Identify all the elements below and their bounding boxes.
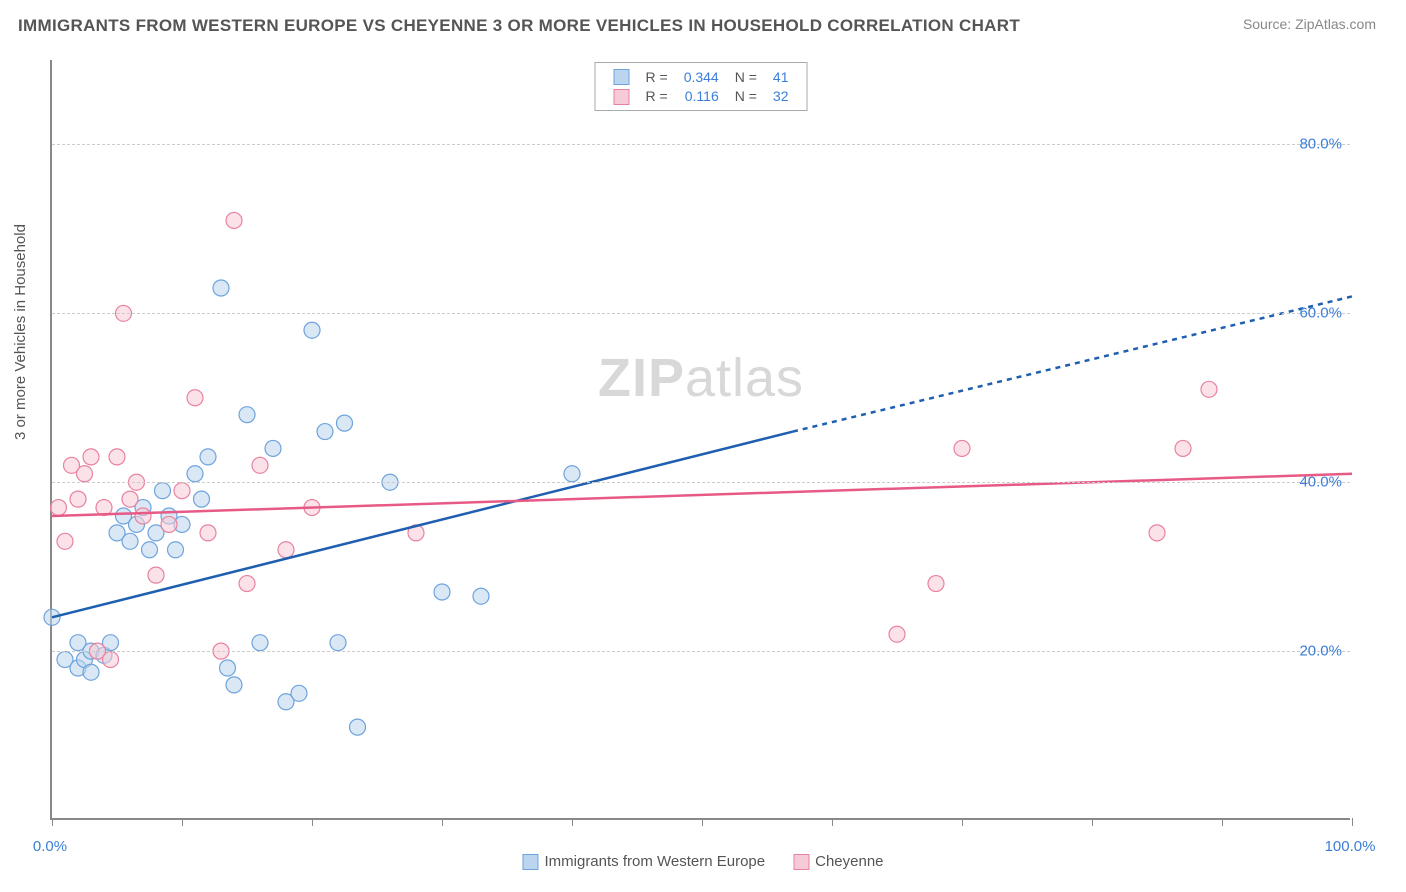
header: IMMIGRANTS FROM WESTERN EUROPE VS CHEYEN… xyxy=(0,0,1406,44)
data-point xyxy=(57,533,73,549)
data-point xyxy=(239,407,255,423)
xtick xyxy=(52,818,53,826)
gridline xyxy=(52,651,1350,652)
legend-label: Cheyenne xyxy=(815,853,883,870)
data-point xyxy=(161,516,177,532)
data-point xyxy=(291,685,307,701)
data-point xyxy=(220,660,236,676)
data-point xyxy=(954,440,970,456)
data-point xyxy=(70,491,86,507)
data-point xyxy=(194,491,210,507)
data-point xyxy=(187,390,203,406)
source-label: Source: ZipAtlas.com xyxy=(1243,16,1376,32)
data-point xyxy=(1149,525,1165,541)
trend-line xyxy=(52,474,1352,516)
plot-area: ZIPatlas R = 0.344 N = 41 R = 0.116 N = … xyxy=(50,60,1350,820)
legend-bottom: Immigrants from Western Europe Cheyenne xyxy=(522,853,883,870)
data-point xyxy=(317,424,333,440)
xtick xyxy=(1352,818,1353,826)
data-point xyxy=(265,440,281,456)
ytick-label: 20.0% xyxy=(1299,643,1342,660)
data-point xyxy=(77,466,93,482)
yaxis-title: 3 or more Vehicles in Household xyxy=(12,224,29,440)
data-point xyxy=(239,576,255,592)
ytick-label: 40.0% xyxy=(1299,474,1342,491)
legend-item: Cheyenne xyxy=(793,853,883,870)
xtick xyxy=(442,818,443,826)
legend-label: Immigrants from Western Europe xyxy=(544,853,765,870)
data-point xyxy=(83,664,99,680)
data-point xyxy=(51,500,67,516)
data-point xyxy=(304,322,320,338)
data-point xyxy=(226,677,242,693)
data-point xyxy=(473,588,489,604)
data-point xyxy=(213,280,229,296)
legend-swatch-icon xyxy=(793,854,809,870)
data-point xyxy=(155,483,171,499)
data-point xyxy=(103,652,119,668)
data-point xyxy=(928,576,944,592)
data-point xyxy=(148,567,164,583)
trend-line-extrapolated xyxy=(793,296,1352,431)
data-point xyxy=(109,449,125,465)
ytick-label: 80.0% xyxy=(1299,136,1342,153)
data-point xyxy=(122,533,138,549)
xtick xyxy=(702,818,703,826)
gridline xyxy=(52,482,1350,483)
data-point xyxy=(337,415,353,431)
legend-swatch-icon xyxy=(522,854,538,870)
legend-item: Immigrants from Western Europe xyxy=(522,853,765,870)
data-point xyxy=(564,466,580,482)
xtick-label: 0.0% xyxy=(33,838,67,855)
data-point xyxy=(226,212,242,228)
data-point xyxy=(252,457,268,473)
ytick-label: 60.0% xyxy=(1299,305,1342,322)
gridline xyxy=(52,144,1350,145)
data-point xyxy=(174,483,190,499)
data-point xyxy=(1175,440,1191,456)
data-point xyxy=(200,449,216,465)
data-point xyxy=(434,584,450,600)
data-point xyxy=(278,542,294,558)
data-point xyxy=(889,626,905,642)
data-point xyxy=(252,635,268,651)
xtick xyxy=(962,818,963,826)
data-point xyxy=(350,719,366,735)
xtick xyxy=(1092,818,1093,826)
scatter-svg xyxy=(52,60,1350,818)
data-point xyxy=(122,491,138,507)
data-point xyxy=(83,449,99,465)
xtick xyxy=(182,818,183,826)
xtick xyxy=(832,818,833,826)
gridline xyxy=(52,313,1350,314)
xtick xyxy=(1222,818,1223,826)
xtick xyxy=(312,818,313,826)
xtick xyxy=(572,818,573,826)
data-point xyxy=(330,635,346,651)
data-point xyxy=(1201,381,1217,397)
data-point xyxy=(168,542,184,558)
data-point xyxy=(142,542,158,558)
data-point xyxy=(200,525,216,541)
data-point xyxy=(135,508,151,524)
chart-title: IMMIGRANTS FROM WESTERN EUROPE VS CHEYEN… xyxy=(18,16,1020,36)
data-point xyxy=(187,466,203,482)
xtick-label: 100.0% xyxy=(1325,838,1376,855)
